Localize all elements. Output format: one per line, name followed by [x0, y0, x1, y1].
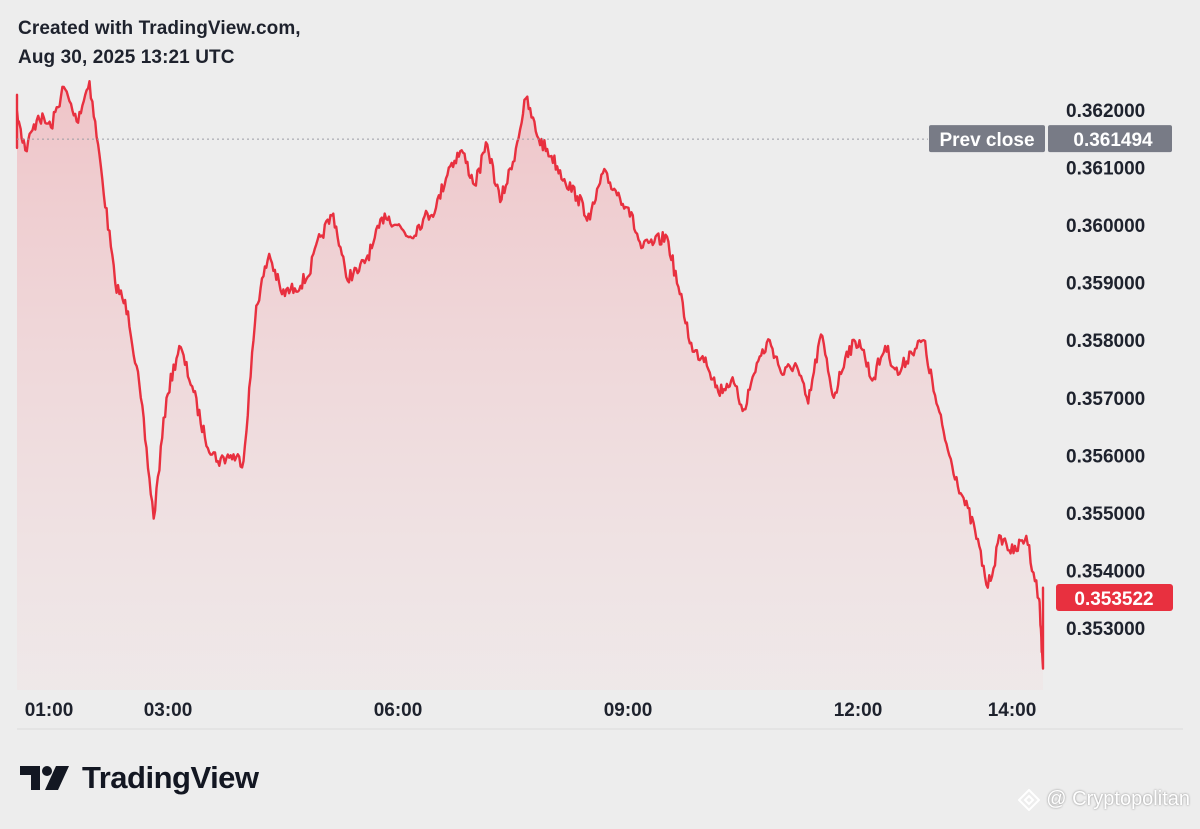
prev-close-value: 0.361494 — [1073, 130, 1153, 151]
chart-header: Created with TradingView.com, Aug 30, 20… — [18, 14, 301, 72]
watermark: @ Cryptopolitan — [1018, 788, 1190, 811]
x-tick-label: 01:00 — [25, 700, 74, 721]
y-tick-label: 0.357000 — [1066, 389, 1145, 410]
x-tick-label: 09:00 — [604, 700, 653, 721]
y-tick-label: 0.356000 — [1066, 446, 1145, 467]
y-tick-label: 0.362000 — [1066, 101, 1145, 122]
y-tick-label: 0.355000 — [1066, 504, 1145, 525]
binance-diamond-icon — [1018, 788, 1041, 811]
tradingview-wordmark: TradingView — [82, 760, 259, 795]
x-tick-label: 12:00 — [834, 700, 883, 721]
watermark-text: @ Cryptopolitan — [1046, 788, 1190, 810]
x-tick-label: 06:00 — [374, 700, 423, 721]
created-with-label: Created with TradingView.com, — [18, 18, 301, 39]
y-tick-label: 0.361000 — [1066, 159, 1145, 180]
y-tick-label: 0.359000 — [1066, 274, 1145, 295]
last-price-value: 0.353522 — [1074, 589, 1153, 610]
price-area-fill — [17, 81, 1043, 690]
y-tick-label: 0.353000 — [1066, 619, 1145, 640]
x-tick-label: 14:00 — [988, 700, 1037, 721]
y-tick-label: 0.354000 — [1066, 561, 1145, 582]
y-tick-label: 0.358000 — [1066, 331, 1145, 352]
y-tick-label: 0.360000 — [1066, 216, 1145, 237]
prev-close-tag: Prev close 0.361494 — [929, 125, 1172, 153]
prev-close-label: Prev close — [939, 130, 1034, 151]
tradingview-logo-icon — [20, 766, 69, 790]
timestamp-label: Aug 30, 2025 13:21 UTC — [18, 47, 235, 68]
last-price-tag: 0.353522 — [1056, 583, 1173, 611]
tradingview-logo: TradingView — [20, 760, 259, 796]
x-tick-label: 03:00 — [144, 700, 193, 721]
